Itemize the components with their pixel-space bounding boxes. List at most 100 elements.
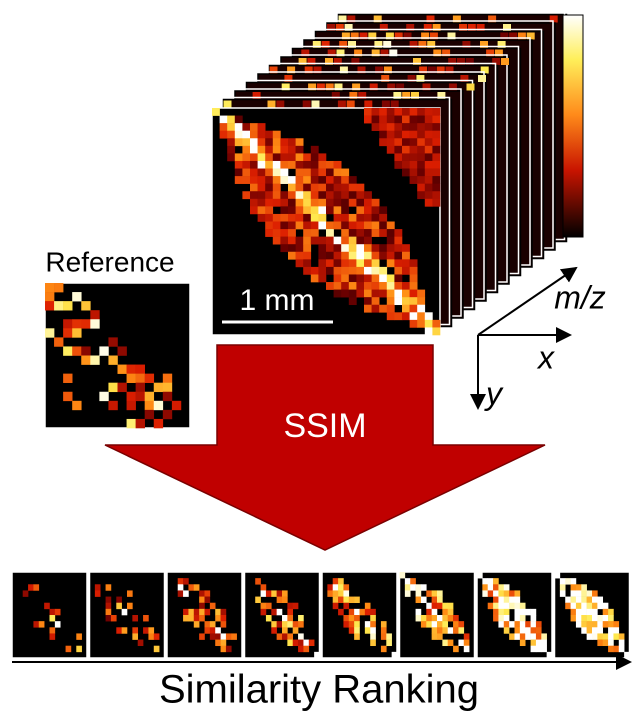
pixel <box>280 244 288 252</box>
pixel <box>318 267 326 275</box>
pixel <box>309 640 315 646</box>
pixel <box>592 597 598 603</box>
pixel <box>392 652 398 658</box>
pixel <box>205 609 211 615</box>
pixel <box>360 609 366 615</box>
pixel <box>453 646 459 652</box>
pixel <box>349 214 357 222</box>
pixel <box>116 597 122 603</box>
pixel <box>464 640 470 646</box>
pixel <box>303 184 311 192</box>
pixel <box>199 609 205 615</box>
pixel <box>63 328 72 337</box>
pixel <box>318 199 326 207</box>
pixel <box>387 244 395 252</box>
pixel <box>318 222 326 230</box>
pixel <box>425 327 433 335</box>
pixel <box>520 621 526 627</box>
pixel <box>250 184 258 192</box>
pixel <box>341 290 349 298</box>
pixel <box>311 214 319 222</box>
pixel <box>343 590 349 596</box>
pixel <box>258 176 266 184</box>
pixel <box>425 320 433 328</box>
pixel <box>541 633 547 639</box>
pixel <box>250 146 258 154</box>
pixel <box>81 356 90 365</box>
pixel <box>498 584 504 590</box>
pixel <box>364 237 372 245</box>
pixel <box>188 615 194 621</box>
pixel <box>453 627 459 633</box>
pixel <box>265 153 273 161</box>
pixel <box>334 206 342 214</box>
pixel <box>520 615 526 621</box>
pixel <box>379 290 387 298</box>
pixel <box>571 615 577 621</box>
pixel <box>106 584 112 590</box>
pixel <box>372 222 380 230</box>
pixel <box>127 590 133 596</box>
pixel <box>250 206 258 214</box>
pixel <box>296 237 304 245</box>
pixel <box>303 237 311 245</box>
pixel <box>493 609 499 615</box>
pixel <box>312 101 320 108</box>
pixel <box>488 584 494 590</box>
pixel <box>288 184 296 192</box>
pixel <box>242 176 250 184</box>
pixel <box>365 603 371 609</box>
pixel <box>261 609 267 615</box>
pixel <box>261 590 267 596</box>
pixel <box>442 621 448 627</box>
pixel <box>276 101 284 108</box>
pixel <box>515 627 521 633</box>
pixel <box>425 123 433 131</box>
pixel <box>364 274 372 282</box>
pixel <box>498 590 504 596</box>
pixel <box>288 252 296 260</box>
pixel <box>597 633 603 639</box>
pixel <box>280 169 288 177</box>
pixel <box>425 153 433 161</box>
pixel <box>108 383 117 392</box>
pixel <box>326 176 334 184</box>
pixel <box>417 320 425 328</box>
pixel <box>394 282 402 290</box>
pixel <box>364 229 372 237</box>
pixel <box>576 590 582 596</box>
pixel <box>603 633 609 639</box>
mz-label: m/z <box>554 279 606 315</box>
pixel <box>571 590 577 596</box>
pixel <box>587 590 593 596</box>
pixel <box>145 374 154 383</box>
pixel <box>394 116 402 124</box>
pixel <box>338 590 344 596</box>
pixel <box>425 312 433 320</box>
pixel <box>194 609 200 615</box>
pixel <box>356 229 364 237</box>
pixel <box>311 176 319 184</box>
pixel <box>364 305 372 313</box>
pixel <box>178 584 184 590</box>
colorbar <box>563 15 583 237</box>
pixel <box>273 237 281 245</box>
pixel <box>354 615 360 621</box>
pixel <box>394 108 402 116</box>
pixel <box>349 267 357 275</box>
pixel <box>432 590 438 596</box>
pixel <box>199 633 205 639</box>
pixel <box>273 229 281 237</box>
pixel <box>493 584 499 590</box>
pixel <box>277 597 283 603</box>
pixel <box>597 640 603 646</box>
pixel <box>608 621 614 627</box>
pixel <box>318 184 326 192</box>
pixel <box>326 229 334 237</box>
pixel <box>425 116 433 124</box>
pixel <box>432 627 438 633</box>
pixel <box>221 640 227 646</box>
pixel <box>154 383 163 392</box>
pixel <box>333 584 339 590</box>
pixel <box>410 297 418 305</box>
